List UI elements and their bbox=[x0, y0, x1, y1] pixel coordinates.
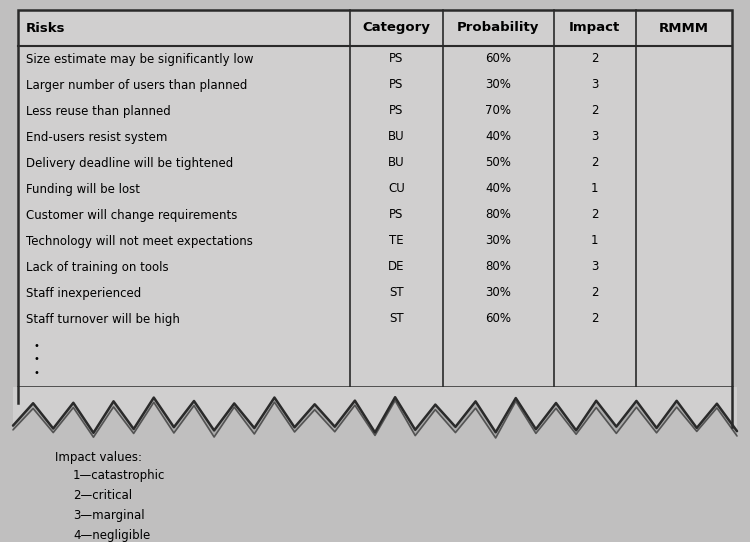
Text: Lack of training on tools: Lack of training on tools bbox=[26, 261, 169, 274]
Text: Delivery deadline will be tightened: Delivery deadline will be tightened bbox=[26, 157, 233, 170]
Text: BU: BU bbox=[388, 157, 405, 170]
Text: 40%: 40% bbox=[485, 183, 512, 196]
Text: 1: 1 bbox=[591, 183, 598, 196]
Text: BU: BU bbox=[388, 131, 405, 144]
Text: ST: ST bbox=[389, 313, 404, 326]
Text: 3: 3 bbox=[591, 79, 598, 92]
Text: 3: 3 bbox=[591, 131, 598, 144]
Text: Impact values:: Impact values: bbox=[55, 451, 142, 464]
Text: 30%: 30% bbox=[485, 235, 511, 248]
Text: 2—critical: 2—critical bbox=[73, 489, 132, 502]
Text: 2: 2 bbox=[591, 105, 598, 118]
Text: Larger number of users than planned: Larger number of users than planned bbox=[26, 79, 248, 92]
Text: 60%: 60% bbox=[485, 313, 512, 326]
Text: 3: 3 bbox=[591, 261, 598, 274]
Text: 4—negligible: 4—negligible bbox=[73, 529, 150, 542]
Text: 1: 1 bbox=[591, 235, 598, 248]
Text: 2: 2 bbox=[591, 157, 598, 170]
Text: 30%: 30% bbox=[485, 79, 511, 92]
Text: ST: ST bbox=[389, 287, 404, 300]
Text: •: • bbox=[33, 368, 39, 378]
Text: Probability: Probability bbox=[457, 22, 539, 35]
Text: 3—marginal: 3—marginal bbox=[73, 509, 145, 522]
Text: PS: PS bbox=[389, 105, 404, 118]
Text: 2: 2 bbox=[591, 313, 598, 326]
Text: 50%: 50% bbox=[485, 157, 511, 170]
Text: Risks: Risks bbox=[26, 22, 65, 35]
Text: Technology will not meet expectations: Technology will not meet expectations bbox=[26, 235, 253, 248]
Text: 2: 2 bbox=[591, 209, 598, 222]
Polygon shape bbox=[13, 397, 737, 438]
Text: Category: Category bbox=[362, 22, 430, 35]
Text: CU: CU bbox=[388, 183, 405, 196]
Text: 80%: 80% bbox=[485, 261, 511, 274]
Text: Less reuse than planned: Less reuse than planned bbox=[26, 105, 171, 118]
Text: Staff inexperienced: Staff inexperienced bbox=[26, 287, 141, 300]
Text: Impact: Impact bbox=[569, 22, 620, 35]
Text: 60%: 60% bbox=[485, 53, 512, 66]
Text: 2: 2 bbox=[591, 287, 598, 300]
Text: 30%: 30% bbox=[485, 287, 511, 300]
Text: 80%: 80% bbox=[485, 209, 511, 222]
Text: Customer will change requirements: Customer will change requirements bbox=[26, 209, 237, 222]
Text: 40%: 40% bbox=[485, 131, 512, 144]
Bar bbox=[18, 10, 732, 387]
Text: 1—catastrophic: 1—catastrophic bbox=[73, 469, 165, 482]
Text: PS: PS bbox=[389, 79, 404, 92]
Text: •: • bbox=[33, 341, 39, 351]
Text: Size estimate may be significantly low: Size estimate may be significantly low bbox=[26, 53, 254, 66]
Polygon shape bbox=[13, 387, 737, 433]
Text: PS: PS bbox=[389, 209, 404, 222]
Text: DE: DE bbox=[388, 261, 405, 274]
Text: 2: 2 bbox=[591, 53, 598, 66]
Text: •: • bbox=[33, 354, 39, 365]
Text: PS: PS bbox=[389, 53, 404, 66]
Text: 70%: 70% bbox=[485, 105, 512, 118]
Text: TE: TE bbox=[389, 235, 404, 248]
Text: RMMM: RMMM bbox=[658, 22, 709, 35]
Text: Funding will be lost: Funding will be lost bbox=[26, 183, 140, 196]
Text: Staff turnover will be high: Staff turnover will be high bbox=[26, 313, 180, 326]
Text: End-users resist system: End-users resist system bbox=[26, 131, 167, 144]
